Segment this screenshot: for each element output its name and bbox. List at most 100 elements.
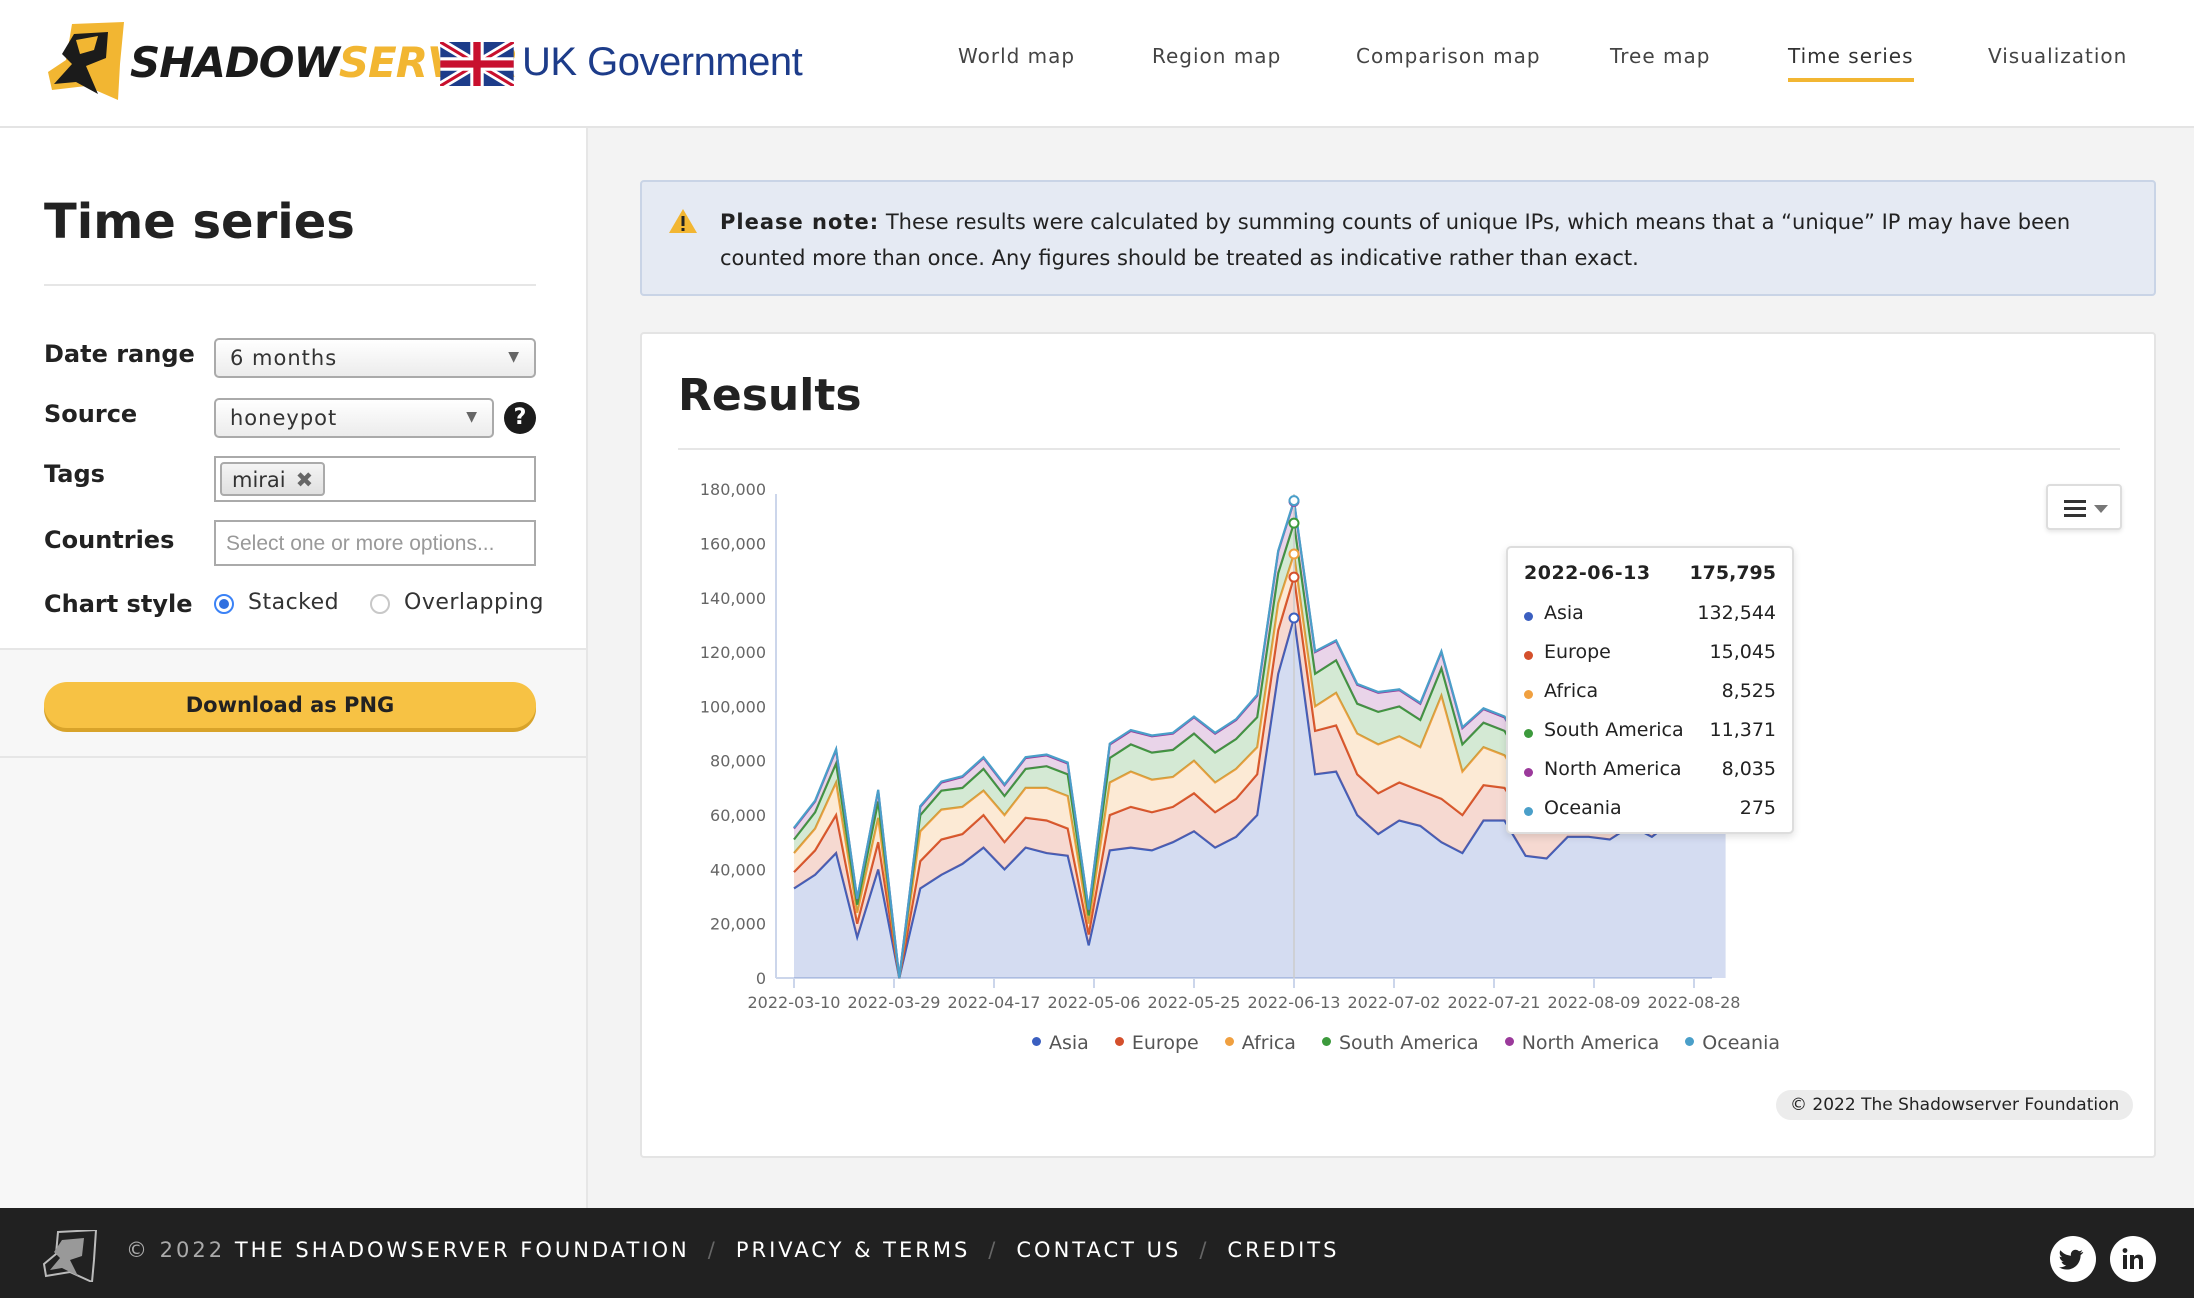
series-dot: [1524, 729, 1533, 738]
series-dot: [1524, 612, 1533, 621]
nav-comparison-map[interactable]: Comparison map: [1356, 44, 1541, 68]
y-tick-label: 160,000: [700, 534, 766, 553]
footer-link-privacy[interactable]: PRIVACY & TERMS: [735, 1238, 971, 1262]
legend-item-oceania[interactable]: Oceania: [1685, 1032, 1780, 1054]
divider: [678, 448, 2120, 450]
legend-dot: [1685, 1037, 1695, 1046]
nav-visualization[interactable]: Visualization: [1988, 44, 2128, 68]
tooltip-series-name: Asia: [1544, 602, 1584, 624]
tooltip-series-value: 8,525: [1721, 680, 1776, 702]
results-title: Results: [678, 370, 862, 421]
tooltip-row: Oceania 275: [1524, 797, 1776, 825]
legend-label: Africa: [1241, 1032, 1296, 1054]
separator: /: [1199, 1238, 1210, 1262]
series-dot: [1524, 768, 1533, 777]
legend-item-north-america[interactable]: North America: [1504, 1032, 1660, 1054]
x-tick-label: 2022-08-28: [1648, 993, 1741, 1012]
site-header: SHADOWSERVER UK Government World map Reg…: [0, 0, 2194, 128]
hover-marker: [1288, 495, 1300, 507]
series-dot: [1524, 690, 1533, 699]
note-banner: Please note: These results were calculat…: [640, 180, 2156, 296]
partner-name: UK Government: [522, 40, 803, 84]
site-footer: © 2022 THE SHADOWSERVER FOUNDATION / PRIVA…: [0, 1208, 2194, 1298]
y-tick-label: 40,000: [710, 860, 766, 879]
y-tick-label: 140,000: [700, 589, 766, 608]
note-text: Please note: These results were calculat…: [720, 204, 2130, 276]
remove-tag-icon[interactable]: ✖: [295, 468, 314, 492]
y-tick-label: 180,000: [700, 480, 766, 499]
tag-chip: mirai ✖: [220, 462, 326, 496]
nav-region-map[interactable]: Region map: [1152, 44, 1282, 68]
tooltip-series-name: North America: [1544, 758, 1682, 780]
x-tick-label: 2022-06-13: [1248, 993, 1341, 1012]
hover-marker: [1288, 548, 1300, 560]
sidebar: Time series Date range 6 months ▼ Source…: [0, 128, 588, 1208]
chevron-down-icon: ▼: [466, 409, 478, 425]
legend-dot: [1114, 1037, 1124, 1046]
x-tick-label: 2022-03-29: [848, 993, 941, 1012]
legend-item-south-america[interactable]: South America: [1322, 1032, 1479, 1054]
legend-label: Asia: [1049, 1032, 1089, 1054]
tooltip-series-value: 11,371: [1709, 719, 1776, 741]
help-icon[interactable]: ?: [504, 402, 536, 434]
shadowserver-logo-icon: [48, 22, 124, 100]
shadowserver-logo[interactable]: SHADOWSERVER: [46, 20, 519, 104]
chart-credit[interactable]: © 2022 The Shadowserver Foundation: [1776, 1090, 2134, 1120]
radio-stacked-label[interactable]: Stacked: [248, 590, 340, 615]
footer-org: THE SHADOWSERVER FOUNDATION: [234, 1238, 690, 1262]
footer-link-credits[interactable]: CREDITS: [1227, 1238, 1340, 1262]
hover-marker: [1288, 571, 1300, 583]
legend-item-asia[interactable]: Asia: [1032, 1032, 1089, 1054]
shadowserver-footer-logo-icon[interactable]: [42, 1230, 100, 1282]
countries-input[interactable]: Select one or more options...: [214, 520, 536, 566]
tooltip-series-name: Oceania: [1544, 797, 1622, 819]
y-tick-label: 100,000: [700, 697, 766, 716]
source-value: honeypot: [230, 406, 338, 430]
nav-tree-map[interactable]: Tree map: [1610, 44, 1711, 68]
tooltip-total: 175,795: [1689, 562, 1776, 584]
tooltip-date: 2022-06-13: [1524, 562, 1651, 584]
radio-overlapping-label[interactable]: Overlapping: [404, 590, 544, 615]
legend-dot: [1504, 1037, 1514, 1046]
chevron-down-icon: ▼: [508, 349, 520, 365]
hover-marker: [1288, 517, 1300, 529]
twitter-button[interactable]: [2050, 1236, 2096, 1282]
separator: /: [988, 1238, 999, 1262]
y-tick-label: 80,000: [710, 752, 766, 771]
x-tick-label: 2022-05-06: [1048, 993, 1141, 1012]
series-dot: [1524, 651, 1533, 660]
chart-menu-button[interactable]: [2046, 484, 2122, 530]
legend-dot: [1322, 1037, 1331, 1046]
legend-item-europe[interactable]: Europe: [1114, 1032, 1199, 1054]
chart-style-label: Chart style: [44, 590, 193, 618]
results-card: Results 0 20,000 40,000 60,000 80,000 100,000…: [640, 332, 2156, 1158]
line-asia: [793, 617, 1727, 979]
legend-item-africa[interactable]: Africa: [1224, 1032, 1296, 1054]
divider: [44, 284, 536, 286]
tooltip-series-value: 15,045: [1709, 641, 1776, 663]
note-body: These results were calculated by summing…: [720, 210, 2071, 270]
radio-overlapping[interactable]: [370, 594, 390, 614]
x-tick-label: 2022-03-10: [748, 993, 841, 1012]
source-select[interactable]: honeypot ▼: [214, 398, 494, 438]
legend-label: Europe: [1131, 1032, 1199, 1054]
radio-stacked[interactable]: [214, 594, 234, 614]
footer-links: © 2022 THE SHADOWSERVER FOUNDATION / PRIVA…: [126, 1238, 1339, 1262]
download-png-button[interactable]: Download as PNG: [44, 682, 536, 728]
divider: [0, 756, 586, 758]
legend-dot: [1032, 1037, 1041, 1046]
tag-chip-label: mirai: [232, 468, 286, 492]
tooltip-row: Europe 15,045: [1524, 641, 1776, 669]
nav-world-map[interactable]: World map: [958, 44, 1076, 68]
countries-label: Countries: [44, 526, 175, 554]
legend-label: South America: [1339, 1032, 1479, 1054]
page-title: Time series: [44, 194, 355, 250]
tags-input[interactable]: mirai ✖: [214, 456, 536, 502]
legend-label: North America: [1521, 1032, 1660, 1054]
x-tick-label: 2022-05-25: [1148, 993, 1241, 1012]
footer-link-contact[interactable]: CONTACT US: [1016, 1238, 1182, 1262]
nav-time-series[interactable]: Time series: [1788, 44, 1914, 82]
linkedin-button[interactable]: [2110, 1236, 2156, 1282]
date-range-select[interactable]: 6 months ▼: [214, 338, 536, 378]
x-tick-label: 2022-07-21: [1448, 993, 1541, 1012]
